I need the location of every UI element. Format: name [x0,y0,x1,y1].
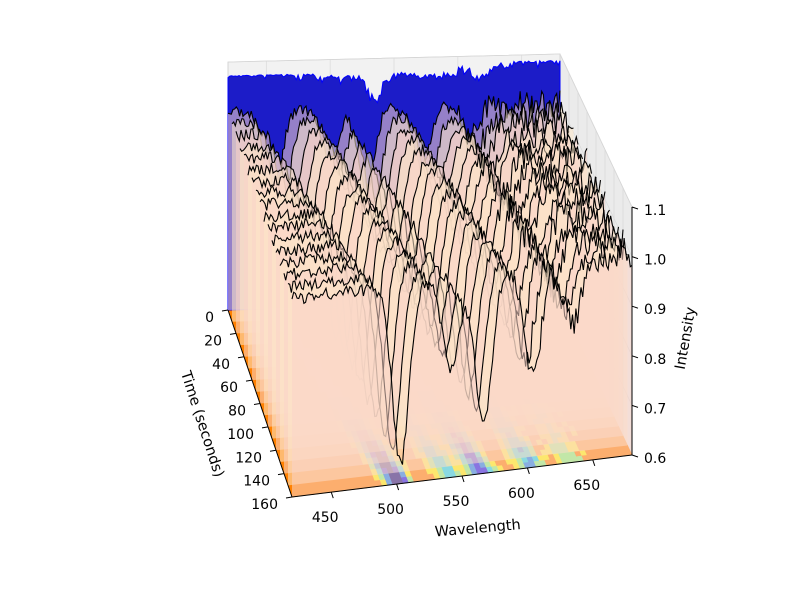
z-tick-label: 1.1 [644,203,666,219]
z-axis-label: Intensity [673,305,700,370]
spectrum-line-t160 [291,244,633,465]
x-tick-label: 550 [443,494,470,510]
z-tick-label: 0.7 [644,401,666,417]
y-axis-label: Time (seconds) [177,368,227,479]
intensity-surface [227,89,633,497]
y-tick-label: 0 [205,310,214,326]
y-tick-label: 20 [204,333,222,349]
axes-ticks: 450 500 550 600 650 0 20 40 60 80 100 120 140 160 0.6 0… [204,203,666,526]
y-tick-label: 60 [220,380,238,396]
x-tick-label: 650 [573,478,600,494]
x-tick-label: 450 [312,510,339,526]
y-tick-label: 80 [228,404,246,420]
x-axis-label: Wavelength [434,517,521,540]
z-tick-label: 0.6 [644,451,666,467]
spectrum-line-t0 [227,89,561,214]
spectrum-line-t150 [287,234,628,451]
y-tick-label: 140 [243,474,270,490]
y-tick-label: 160 [251,497,278,513]
z-tick-label: 0.8 [644,352,666,368]
x-tick-label: 500 [377,502,404,518]
y-tick-label: 100 [227,427,254,443]
z-tick-label: 0.9 [644,302,666,318]
spectrum-fill-t160 [292,245,632,497]
y-tick-label: 120 [235,450,262,466]
z-tick-label: 1.0 [644,253,666,269]
x-tick-label: 600 [508,486,535,502]
spectrum-line-t140 [283,226,624,438]
y-tick-label: 40 [212,357,230,373]
